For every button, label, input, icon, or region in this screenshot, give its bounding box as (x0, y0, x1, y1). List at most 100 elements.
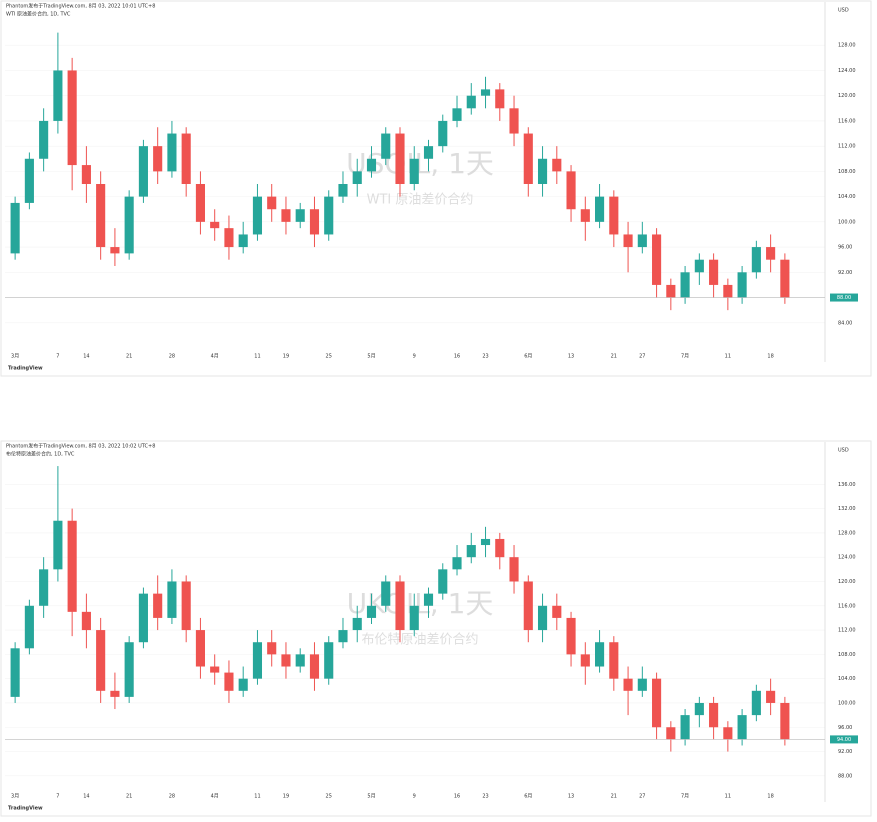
candle-body (595, 196, 605, 222)
candle-body (281, 209, 291, 222)
candle-body (81, 165, 91, 184)
x-tick-label: 14 (83, 794, 89, 800)
candle-body (124, 642, 134, 697)
watermark-subtitle: 布伦特原油差价合约 (361, 633, 478, 648)
candle-body (210, 666, 220, 673)
x-tick-label: 23 (482, 354, 488, 360)
candle-body (609, 196, 619, 235)
candle-body (537, 158, 548, 184)
x-tick-label: 4月 (211, 794, 219, 800)
x-tick-label: 9 (413, 354, 416, 360)
x-tick-label: 6月 (524, 354, 532, 360)
candle-body (395, 581, 405, 631)
y-tick-label: 116.00 (838, 118, 856, 124)
candle-body (39, 120, 49, 159)
candle-body (637, 234, 647, 248)
candle-body (495, 538, 505, 558)
candle-body (480, 538, 491, 546)
y-tick-label: 100.00 (838, 219, 856, 225)
x-tick-label: 4月 (211, 354, 219, 360)
x-tick-label: 25 (326, 354, 332, 360)
x-tick-label: 7 (56, 354, 59, 360)
candle-body (766, 247, 776, 260)
candle-body (24, 605, 34, 649)
candle-body (181, 133, 191, 184)
candle-body (666, 284, 676, 298)
candle-body (623, 678, 633, 691)
chart-title: 布伦特原油差价合约, 1D, TVC (6, 451, 75, 458)
x-tick-label: 5月 (367, 354, 375, 360)
candle-body (210, 221, 220, 229)
x-tick-label: 11 (725, 354, 731, 360)
candle-body (780, 259, 790, 298)
candle-body (580, 654, 590, 667)
x-tick-label: 18 (767, 794, 773, 800)
x-tick-label: 21 (611, 354, 617, 360)
candle-body (267, 642, 277, 655)
chart-header: Phantom发布于TradingView.com, 8月 03, 2022 1… (6, 3, 155, 10)
candle-body (723, 727, 733, 740)
candle-body (566, 617, 576, 655)
candle-body (138, 593, 148, 643)
candle-body (110, 247, 120, 254)
candle-body (495, 89, 505, 109)
x-tick-label: 25 (326, 794, 332, 800)
chart-panel: Phantom发布于TradingView.com, 8月 03, 2022 1… (0, 0, 872, 377)
currency: USD (838, 8, 849, 14)
candle-body (552, 158, 562, 172)
currency: USD (838, 448, 849, 454)
candle-body (466, 545, 476, 558)
candle-body (67, 520, 77, 612)
candle-body (338, 630, 348, 643)
candle-body (409, 605, 419, 631)
chart-panel: Phantom发布于TradingView.com, 8月 03, 2022 1… (0, 440, 872, 817)
x-tick-label: 21 (611, 794, 617, 800)
candle-body (195, 184, 205, 222)
candle-body (438, 569, 448, 594)
candle-body (352, 171, 362, 184)
x-tick-label: 27 (639, 354, 645, 360)
x-tick-label: 21 (126, 354, 132, 360)
candle-body (366, 158, 377, 172)
last-price-badge (830, 735, 858, 744)
x-tick-label: 7 (56, 794, 59, 800)
candle-body (267, 196, 277, 210)
chart-title: WTI 原油差价合约, 1D, TVC (6, 11, 71, 18)
candle-body (81, 611, 91, 631)
y-tick-label: 88.00 (838, 773, 852, 779)
candle-body (480, 89, 491, 96)
x-tick-label: 7月 (681, 354, 689, 360)
candle-body (10, 648, 20, 697)
candle-body (395, 133, 405, 184)
candle-body (124, 196, 134, 254)
candle-body (381, 581, 391, 606)
candle-body (452, 108, 462, 121)
y-tick-label: 124.00 (838, 68, 856, 74)
candle-body (580, 209, 590, 222)
y-tick-label: 96.00 (838, 245, 852, 251)
candle-body (652, 678, 662, 728)
candle-body (309, 654, 320, 679)
x-tick-label: 11 (254, 794, 260, 800)
chart-header: Phantom发布于TradingView.com, 8月 03, 2022 1… (6, 443, 155, 450)
candle-body (281, 654, 291, 667)
candle-body (324, 196, 334, 235)
candle-body (680, 272, 690, 298)
candle-body (609, 642, 619, 679)
candle-body (595, 642, 605, 667)
y-tick-label: 84.00 (838, 320, 852, 326)
x-tick-label: 28 (169, 794, 175, 800)
candle-body (224, 672, 234, 691)
x-tick-label: 13 (568, 794, 574, 800)
chart-frame (0, 440, 872, 817)
x-tick-label: 27 (639, 794, 645, 800)
x-tick-label: 3月 (11, 354, 19, 360)
candle-body (637, 678, 647, 691)
candle-body (96, 184, 106, 248)
candle-body (195, 630, 205, 667)
candle-body (438, 120, 448, 147)
y-tick-label: 112.00 (838, 628, 856, 634)
candle-body (295, 209, 305, 222)
y-tick-label: 112.00 (838, 144, 856, 150)
